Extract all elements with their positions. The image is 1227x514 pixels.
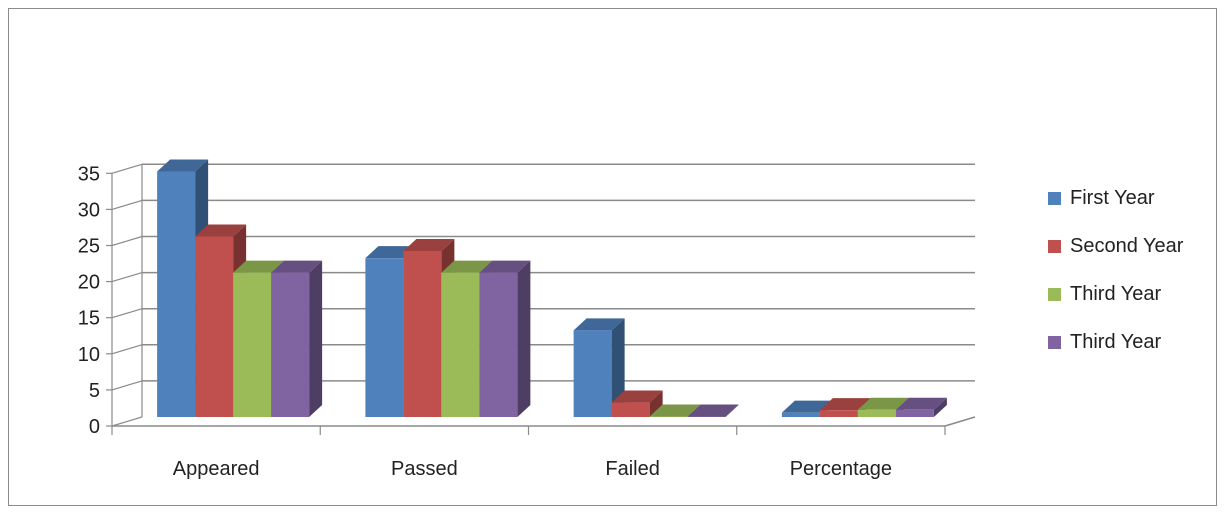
bar-top [157,159,209,172]
wall-diagonal [111,272,143,283]
bar-front [441,272,480,417]
bar-top [895,397,947,410]
bar-side [725,404,739,417]
bar-front [857,409,896,417]
bar-failed-2 [611,390,663,417]
bar-side [611,318,625,417]
bar-top [479,260,531,273]
bar-front [479,272,518,417]
legend-swatch-third-year [1048,287,1061,301]
y-tick-label: 20 [78,272,100,294]
bar-percentage-4 [895,397,947,417]
bar-front [403,250,442,417]
y-tick-label: 15 [78,308,100,330]
bar-top [403,238,455,251]
x-tick-label: Passed [391,458,458,480]
wall-diagonal [111,199,143,210]
wall-diagonal [111,163,143,174]
bar-top [857,397,909,410]
wall-diagonal [111,380,143,391]
legend-label-third-year: Third Year [1070,282,1162,305]
bar-top [611,390,663,403]
wall-diagonal [111,308,143,319]
legend-item-first-year: First Year [1048,174,1218,222]
bar-top [573,318,625,331]
bar-front [157,171,196,417]
bar-top [195,224,247,237]
legend-swatch-third-year-2 [1048,335,1061,349]
bar-front [611,402,650,417]
bar-side [649,390,663,417]
bar-side [517,260,531,417]
bar-top [649,404,701,417]
bar-top [271,260,323,273]
bar-failed-4 [687,404,739,417]
bar-front [365,258,404,417]
x-tick-label: Percentage [790,458,892,480]
floor-right-edge [944,416,976,427]
legend-swatch-second-year [1048,239,1061,253]
bar-passed-4 [479,260,531,417]
bar-top [687,404,739,417]
bar-front [687,416,726,417]
x-tick-label: Appeared [173,458,260,480]
legend-label-second-year: Second Year [1070,234,1184,257]
bar-front [195,236,234,417]
legend-item-second-year: Second Year [1048,222,1218,270]
bar-appeared-4 [271,260,323,417]
wall-diagonal [111,235,143,247]
y-tick-label: 25 [78,236,100,258]
bar-front [573,330,612,417]
y-tick-label: 30 [78,199,100,221]
bar-front [781,412,820,417]
y-tick-label: 35 [78,163,100,185]
bar-top [233,260,285,273]
bar-side [933,397,947,417]
bar-front [895,409,934,417]
bar-top [441,260,493,273]
wall-diagonal [111,416,143,427]
bar-front [271,272,310,417]
legend-item-third-year: Third Year [1048,270,1218,318]
y-tick-label: 10 [78,344,100,366]
bars-group [157,159,947,417]
bar-top [819,398,871,411]
chart-legend: First Year Second Year Third Year Third … [1048,174,1218,366]
legend-label-first-year: First Year [1070,186,1155,209]
bar-side [309,260,323,417]
bar-failed-1 [573,318,625,417]
y-tick-label: 0 [89,416,100,438]
wall-diagonal [111,344,143,355]
bar-front [819,410,858,417]
y-tick-label: 5 [89,380,100,402]
legend-item-third-year-2: Third Year [1048,318,1218,366]
bar-front [233,272,272,417]
bar-top [781,400,833,413]
x-tick-label: Failed [605,458,659,480]
legend-label-third-year-2: Third Year [1070,330,1162,353]
bar-front [649,416,688,417]
legend-swatch-first-year [1048,191,1061,205]
